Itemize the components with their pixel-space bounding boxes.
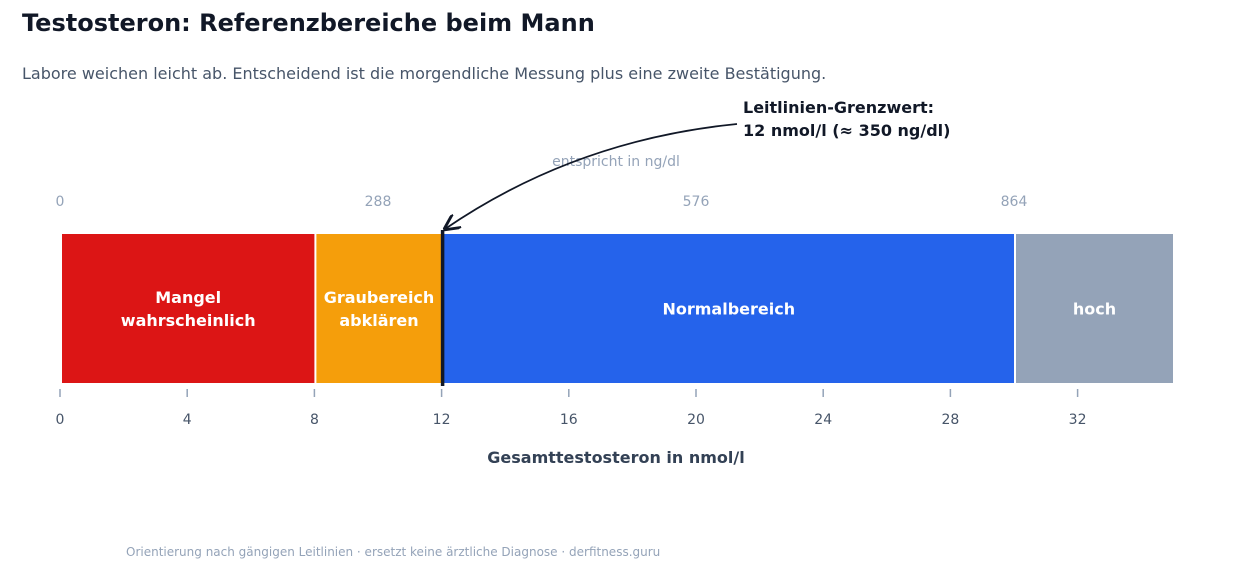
threshold-annotation: Leitlinien-Grenzwert:: [743, 98, 934, 117]
x-tick-label: 24: [814, 412, 832, 428]
segment-label: Mangel: [155, 288, 221, 307]
segment-3: [1016, 234, 1173, 383]
x-tick-label: 20: [687, 412, 705, 428]
segment-label: Graubereich: [324, 288, 435, 307]
segment-label: Normalbereich: [662, 300, 795, 319]
x-tick-label: 16: [560, 412, 578, 428]
segment-0: [62, 234, 315, 383]
threshold-marker: Leitlinien-Grenzwert: 12 nmol/l (≈ 350 ng…: [440, 98, 950, 386]
x-tick-label: 0: [56, 412, 65, 428]
segment-2: [443, 234, 1015, 383]
x-tick-label: 4: [183, 412, 192, 428]
secondary-tick-label: 288: [365, 194, 392, 210]
secondary-tick-label: 0: [56, 194, 65, 210]
x-axis: 0 4 8 12 16 20 24 28 32: [56, 389, 1087, 428]
secondary-tick-label: 864: [1001, 194, 1028, 210]
threshold-annotation: 12 nmol/l (≈ 350 ng/dl): [743, 121, 950, 140]
segment-label: wahrscheinlich: [121, 311, 256, 330]
range-segments: Mangel wahrscheinlich Graubereich abklären N…: [62, 234, 1173, 383]
x-tick-label: 8: [310, 412, 319, 428]
x-tick-label: 32: [1069, 412, 1087, 428]
segment-1: [316, 234, 442, 383]
secondary-axis-ticks: 0 288 576 864: [56, 194, 1028, 210]
secondary-tick-label: 576: [683, 194, 710, 210]
x-axis-label: Gesamttestosteron in nmol/l: [487, 448, 744, 467]
x-tick-label: 28: [941, 412, 959, 428]
segment-label: abklären: [339, 311, 418, 330]
threshold-arrow: [445, 123, 738, 229]
footnote: Orientierung nach gängigen Leitlinien · …: [126, 545, 660, 559]
chart-subtitle: Labore weichen leicht ab. Entscheidend i…: [22, 64, 826, 83]
chart-title: Testosteron: Referenzbereiche beim Mann: [22, 9, 595, 37]
segment-label: hoch: [1073, 300, 1116, 319]
x-tick-label: 12: [433, 412, 451, 428]
